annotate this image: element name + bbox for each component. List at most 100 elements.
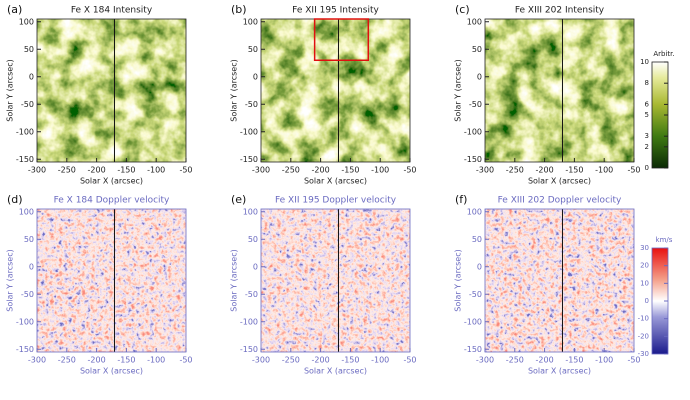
y-tick-label: 0 bbox=[29, 72, 34, 81]
x-tick-label: -200 bbox=[536, 356, 554, 365]
x-axis-label: Solar X (arcsec) bbox=[80, 367, 143, 376]
x-tick-label: -50 bbox=[627, 166, 640, 175]
y-tick-label: -100 bbox=[464, 317, 482, 326]
colorbar-label: km/s bbox=[656, 236, 673, 244]
x-tick-label: -100 bbox=[147, 166, 165, 175]
x-tick-label: -50 bbox=[627, 356, 640, 365]
panel-title: Fe XIII 202 Doppler velocity bbox=[498, 196, 622, 206]
y-tick-label: -50 bbox=[21, 100, 34, 109]
x-tick-label: -200 bbox=[312, 166, 330, 175]
y-tick-label: -100 bbox=[240, 317, 258, 326]
y-tick-label: -50 bbox=[469, 100, 482, 109]
x-tick-label: -200 bbox=[536, 166, 554, 175]
y-tick-label: 50 bbox=[472, 235, 482, 244]
x-tick-label: -50 bbox=[403, 166, 416, 175]
y-tick-label: -150 bbox=[464, 155, 482, 164]
map-image bbox=[485, 19, 634, 162]
y-tick-label: 100 bbox=[467, 207, 482, 216]
y-tick-label: 0 bbox=[253, 262, 258, 271]
y-tick-label: -50 bbox=[21, 290, 34, 299]
y-tick-label: -50 bbox=[469, 290, 482, 299]
panel-title: Fe X 184 Intensity bbox=[71, 6, 153, 16]
panel-title: Fe XIII 202 Intensity bbox=[515, 6, 605, 16]
y-tick-label: -100 bbox=[16, 317, 34, 326]
map-image bbox=[485, 209, 634, 352]
panel-letter: (a) bbox=[7, 3, 22, 16]
colorbar-tick-label: -10 bbox=[638, 315, 649, 323]
frame bbox=[484, 18, 635, 163]
x-tick-label: -150 bbox=[117, 166, 135, 175]
y-tick-label: 50 bbox=[472, 45, 482, 54]
x-tick-label: -250 bbox=[282, 356, 300, 365]
panel-title: Fe XII 195 Doppler velocity bbox=[275, 196, 397, 206]
x-tick-label: -250 bbox=[58, 356, 76, 365]
y-tick-label: -100 bbox=[240, 127, 258, 136]
x-tick-label: -300 bbox=[476, 356, 494, 365]
x-tick-label: -150 bbox=[565, 356, 583, 365]
x-tick-label: -250 bbox=[506, 356, 524, 365]
panel-letter: (b) bbox=[231, 3, 247, 16]
panel-letter: (d) bbox=[7, 193, 23, 206]
y-tick-label: -150 bbox=[16, 345, 34, 354]
x-tick-label: -250 bbox=[282, 166, 300, 175]
frame bbox=[36, 18, 187, 163]
y-axis-label: Solar Y (arcsec) bbox=[6, 249, 15, 312]
map-image bbox=[37, 209, 186, 352]
colorbar-tick-label: 2 bbox=[645, 143, 649, 151]
y-tick-label: -50 bbox=[245, 290, 258, 299]
y-tick-label: -150 bbox=[16, 155, 34, 164]
x-axis-label: Solar X (arcsec) bbox=[304, 367, 367, 376]
y-tick-label: 50 bbox=[248, 45, 258, 54]
y-tick-label: 100 bbox=[467, 17, 482, 26]
x-tick-label: -300 bbox=[252, 356, 270, 365]
colorbar-tick-label: -20 bbox=[638, 332, 649, 340]
x-tick-label: -50 bbox=[179, 356, 192, 365]
y-axis-label: Solar Y (arcsec) bbox=[454, 249, 463, 312]
x-tick-label: -250 bbox=[506, 166, 524, 175]
colorbar-tick-label: 0 bbox=[645, 164, 649, 172]
x-tick-label: -300 bbox=[28, 356, 46, 365]
y-tick-label: 0 bbox=[29, 262, 34, 271]
panel-title: Fe X 184 Doppler velocity bbox=[54, 196, 170, 206]
x-axis-label: Solar X (arcsec) bbox=[528, 367, 591, 376]
y-tick-label: 50 bbox=[24, 45, 34, 54]
x-tick-label: -100 bbox=[595, 356, 613, 365]
y-axis-label: Solar Y (arcsec) bbox=[6, 59, 15, 122]
y-axis-label: Solar Y (arcsec) bbox=[230, 59, 239, 122]
x-tick-label: -100 bbox=[595, 166, 613, 175]
y-tick-label: -150 bbox=[240, 345, 258, 354]
y-tick-label: 50 bbox=[248, 235, 258, 244]
x-tick-label: -150 bbox=[565, 166, 583, 175]
map-image bbox=[261, 19, 410, 162]
frame bbox=[36, 208, 187, 353]
highlight-box bbox=[313, 18, 370, 61]
y-tick-label: 0 bbox=[253, 72, 258, 81]
y-tick-label: -150 bbox=[464, 345, 482, 354]
y-tick-label: 100 bbox=[19, 207, 34, 216]
y-axis-label: Solar Y (arcsec) bbox=[230, 249, 239, 312]
panel-letter: (f) bbox=[455, 193, 467, 206]
y-tick-label: 0 bbox=[477, 72, 482, 81]
x-tick-label: -250 bbox=[58, 166, 76, 175]
x-tick-label: -100 bbox=[371, 166, 389, 175]
map-image bbox=[261, 209, 410, 352]
x-axis-label: Solar X (arcsec) bbox=[304, 177, 367, 186]
x-tick-label: -100 bbox=[371, 356, 389, 365]
x-tick-label: -150 bbox=[341, 356, 359, 365]
colorbar-tick-label: 5 bbox=[645, 111, 649, 119]
y-tick-label: -50 bbox=[245, 100, 258, 109]
map-image bbox=[37, 19, 186, 162]
panel-letter: (c) bbox=[455, 3, 470, 16]
colorbar-tick-label: -30 bbox=[638, 350, 649, 358]
colorbar-tick-label: 6 bbox=[645, 100, 650, 108]
x-tick-label: -150 bbox=[117, 356, 135, 365]
panel-letter: (e) bbox=[231, 193, 246, 206]
frame bbox=[260, 208, 411, 353]
x-tick-label: -50 bbox=[179, 166, 192, 175]
x-tick-label: -50 bbox=[403, 356, 416, 365]
panel-title: Fe XII 195 Intensity bbox=[292, 6, 379, 16]
y-tick-label: -150 bbox=[240, 155, 258, 164]
colorbar-tick-label: 30 bbox=[640, 244, 649, 252]
colorbar-tick-label: 20 bbox=[640, 262, 649, 270]
